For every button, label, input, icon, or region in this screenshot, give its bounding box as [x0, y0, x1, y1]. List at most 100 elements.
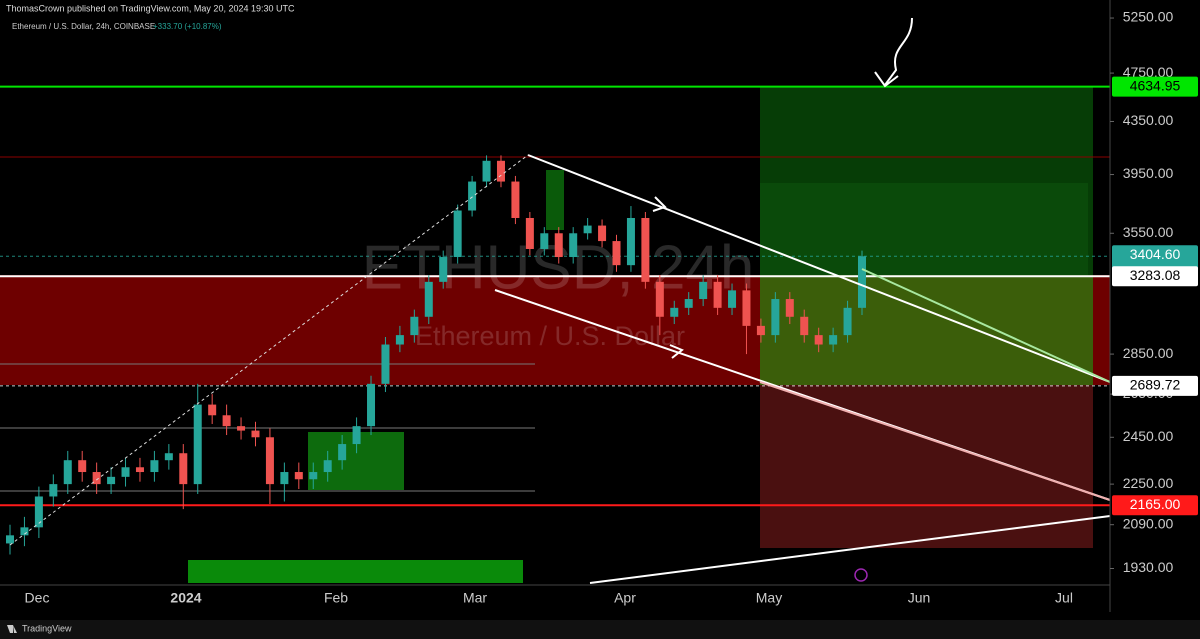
candle-body	[381, 344, 390, 384]
y-tick-label: 5250.00	[1123, 9, 1174, 25]
candle-body	[121, 467, 130, 477]
candle-body	[554, 233, 563, 258]
y-tick-label: 4750.00	[1123, 64, 1174, 80]
target-arrow	[874, 17, 913, 88]
candle-body	[164, 453, 173, 461]
candle-body	[843, 307, 852, 336]
target-overlap	[760, 275, 1093, 385]
candle-body	[265, 437, 274, 485]
candle-body	[251, 430, 260, 438]
candle-body	[424, 281, 433, 317]
candle-body	[800, 316, 809, 336]
candle-body	[309, 472, 318, 480]
candle-body	[135, 467, 144, 473]
candle-body	[395, 335, 404, 345]
candle-body	[20, 527, 29, 536]
price-badge	[1112, 375, 1198, 396]
channel-bottom-projection	[759, 381, 1111, 501]
candle-body	[338, 444, 347, 461]
watermark-name: Ethereum / U.S. Dollar	[415, 321, 685, 351]
x-tick-label: Jul	[1055, 590, 1073, 606]
x-tick-label: Mar	[463, 590, 487, 606]
brand-logo	[7, 625, 17, 633]
price-badge-label: 3283.08	[1130, 267, 1181, 283]
candle-body	[569, 233, 578, 258]
candle-body	[858, 256, 866, 308]
y-tick-label: 1930.00	[1123, 559, 1174, 575]
candle-body	[670, 307, 679, 317]
candle-body	[453, 210, 462, 258]
candle-body	[63, 460, 72, 485]
brand: TradingView	[22, 623, 72, 633]
channel-top-projection	[861, 268, 1111, 383]
x-tick-label: Jun	[908, 590, 931, 606]
stop-zone	[760, 385, 1093, 548]
symbol-line: Ethereum / U.S. Dollar, 24h, COINBASE	[12, 22, 155, 31]
target-zone-inner	[760, 183, 1088, 275]
candle-body	[280, 472, 289, 485]
candle-body	[92, 472, 101, 485]
price-badge	[1112, 495, 1198, 516]
candle-body	[34, 496, 43, 528]
price-badge-label: 2689.72	[1130, 377, 1181, 393]
price-change: +333.70 (+10.87%)	[153, 22, 222, 31]
x-tick-label: 2024	[170, 590, 201, 606]
arrow-head	[669, 344, 684, 359]
candle-body	[49, 484, 58, 497]
candle-body	[208, 404, 217, 416]
event-icon[interactable]	[854, 568, 868, 582]
candle-body	[814, 335, 823, 345]
price-badge	[1112, 266, 1198, 287]
candle-body	[742, 290, 751, 326]
candle-body	[78, 460, 87, 473]
candles	[6, 155, 866, 555]
candle-body	[641, 217, 650, 282]
footer	[0, 620, 1200, 639]
x-tick-label: Feb	[324, 590, 348, 606]
candle-body	[352, 426, 361, 445]
candle-body	[829, 335, 838, 345]
candle-body	[655, 281, 664, 317]
candle-body	[222, 415, 231, 427]
candle-body	[612, 241, 621, 266]
candle-body	[468, 181, 477, 211]
price-badge	[1112, 76, 1198, 97]
candle-body	[728, 290, 737, 308]
candle-body	[367, 383, 376, 427]
candle-body	[699, 281, 708, 300]
y-tick-label: 3950.00	[1123, 165, 1174, 181]
candle-body	[410, 316, 419, 336]
candle-body	[150, 460, 159, 473]
y-tick-label: 2250.00	[1123, 475, 1174, 491]
price-badge-label: 3404.60	[1130, 246, 1181, 262]
candle-body	[294, 472, 303, 480]
candle-body	[482, 160, 491, 182]
channel-top	[527, 154, 1111, 383]
y-tick-label: 2850.00	[1123, 345, 1174, 361]
x-tick-label: Dec	[25, 590, 50, 606]
y-tick-label: 3550.00	[1123, 224, 1174, 240]
candle-body	[525, 217, 534, 249]
candle-body	[583, 225, 592, 234]
candle-body	[756, 325, 765, 336]
candle-body	[107, 476, 116, 485]
y-tick-label: 2090.00	[1123, 515, 1174, 531]
candle-body	[771, 299, 780, 336]
candle-body	[323, 460, 332, 473]
y-tick-label: 2450.00	[1123, 428, 1174, 444]
x-tick-label: May	[756, 590, 782, 606]
y-tick-label: 4350.00	[1123, 112, 1174, 128]
candle-body	[626, 217, 635, 266]
candle-body	[684, 299, 693, 308]
candle-body	[785, 299, 794, 317]
arrow-head	[652, 196, 667, 212]
candle-body	[6, 535, 14, 544]
candle-body	[496, 160, 505, 182]
x-tick-label: Apr	[614, 590, 636, 606]
candle-body	[511, 181, 520, 218]
candle-body	[598, 225, 607, 242]
highlight-box	[546, 170, 564, 230]
publisher-line: ThomasCrown published on TradingView.com…	[6, 3, 295, 13]
price-badge-label: 4634.95	[1130, 77, 1181, 93]
